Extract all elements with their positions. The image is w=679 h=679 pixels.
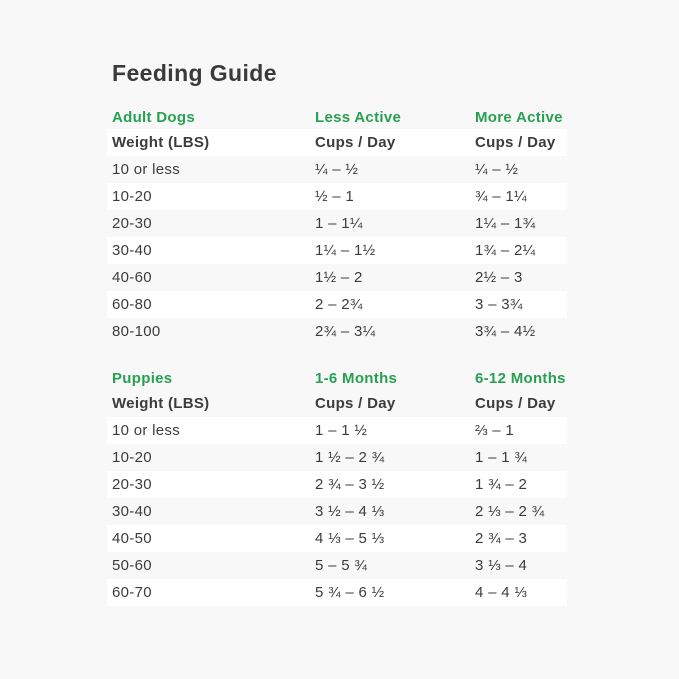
table-row: 10 or less 1 – 1 ½ ⅔ – 1 bbox=[107, 417, 567, 444]
less-active-cell: ¼ – ½ bbox=[315, 161, 359, 178]
weight-cell: 60-70 bbox=[112, 584, 152, 601]
feeding-guide-page: Feeding Guide Adult Dogs Less Active Mor… bbox=[107, 0, 567, 606]
adult-column-header-row: Weight (LBS) Cups / Day Cups / Day bbox=[107, 129, 567, 156]
adult-dogs-label: Adult Dogs bbox=[112, 109, 195, 126]
adult-section-header-row: Adult Dogs Less Active More Active bbox=[107, 106, 567, 129]
table-row: 60-70 5 ¾ – 6 ½ 4 – 4 ⅓ bbox=[107, 579, 567, 606]
weight-cell: 20-30 bbox=[112, 476, 152, 493]
weight-cell: 10-20 bbox=[112, 188, 152, 205]
months-6-12-cell: 2 ⅓ – 2 ¾ bbox=[475, 503, 545, 520]
table-row: 10-20 ½ – 1 ¾ – 1¼ bbox=[107, 183, 567, 210]
table-row: 60-80 2 – 2¾ 3 – 3¾ bbox=[107, 291, 567, 318]
months-6-12-cell: 3 ⅓ – 4 bbox=[475, 557, 528, 574]
months-6-12-cell: 1 – 1 ¾ bbox=[475, 449, 528, 466]
months-1-6-cell: 2 ¾ – 3 ½ bbox=[315, 476, 385, 493]
puppies-label: Puppies bbox=[112, 370, 173, 387]
weight-cell: 40-60 bbox=[112, 269, 152, 286]
months-6-12-cell: 2 ¾ – 3 bbox=[475, 530, 528, 547]
adult-dogs-table: Adult Dogs Less Active More Active Weigh… bbox=[107, 106, 567, 345]
less-active-label: Less Active bbox=[315, 109, 402, 126]
table-row: 30-40 3 ½ – 4 ⅓ 2 ⅓ – 2 ¾ bbox=[107, 498, 567, 525]
months-6-12-cell: 4 – 4 ⅓ bbox=[475, 584, 528, 601]
weight-cell: 80-100 bbox=[112, 323, 161, 340]
less-active-cell: 2¾ – 3¼ bbox=[315, 323, 376, 340]
weight-cell: 20-30 bbox=[112, 215, 152, 232]
less-active-cell: 1 – 1¼ bbox=[315, 215, 363, 232]
puppies-cups-header-1-6: Cups / Day bbox=[315, 395, 396, 412]
weight-cell: 30-40 bbox=[112, 503, 152, 520]
more-active-cell: ¾ – 1¼ bbox=[475, 188, 527, 205]
more-active-cell: 3 – 3¾ bbox=[475, 296, 523, 313]
more-active-label: More Active bbox=[475, 109, 563, 126]
table-row: 40-60 1½ – 2 2½ – 3 bbox=[107, 264, 567, 291]
months-1-6-cell: 3 ½ – 4 ⅓ bbox=[315, 503, 385, 520]
months-1-6-cell: 1 – 1 ½ bbox=[315, 422, 368, 439]
table-row: 30-40 1¼ – 1½ 1¾ – 2¼ bbox=[107, 237, 567, 264]
puppies-table: Puppies 1-6 Months 6-12 Months Weight (L… bbox=[107, 367, 567, 606]
weight-cell: 10 or less bbox=[112, 422, 181, 439]
puppies-column-header-row: Weight (LBS) Cups / Day Cups / Day bbox=[107, 390, 567, 417]
weight-cell: 30-40 bbox=[112, 242, 152, 259]
puppies-weight-header: Weight (LBS) bbox=[112, 395, 210, 412]
months-6-12-cell: ⅔ – 1 bbox=[475, 422, 515, 439]
table-row: 20-30 1 – 1¼ 1¼ – 1¾ bbox=[107, 210, 567, 237]
weight-cell: 60-80 bbox=[112, 296, 152, 313]
puppies-section-header-row: Puppies 1-6 Months 6-12 Months bbox=[107, 367, 567, 390]
more-active-cell: 3¾ – 4½ bbox=[475, 323, 536, 340]
less-active-cell: 2 – 2¾ bbox=[315, 296, 363, 313]
months-1-6-cell: 5 – 5 ¾ bbox=[315, 557, 368, 574]
page-title: Feeding Guide bbox=[112, 60, 277, 86]
adult-cups-header-less-active: Cups / Day bbox=[315, 134, 396, 151]
less-active-cell: 1½ – 2 bbox=[315, 269, 363, 286]
less-active-cell: ½ – 1 bbox=[315, 188, 355, 205]
more-active-cell: 1¾ – 2¼ bbox=[475, 242, 536, 259]
more-active-cell: ¼ – ½ bbox=[475, 161, 519, 178]
less-active-cell: 1¼ – 1½ bbox=[315, 242, 376, 259]
weight-cell: 50-60 bbox=[112, 557, 152, 574]
adult-weight-header: Weight (LBS) bbox=[112, 134, 210, 151]
table-row: 10 or less ¼ – ½ ¼ – ½ bbox=[107, 156, 567, 183]
months-1-6-cell: 4 ⅓ – 5 ⅓ bbox=[315, 530, 385, 547]
months-6-12-cell: 1 ¾ – 2 bbox=[475, 476, 528, 493]
more-active-cell: 1¼ – 1¾ bbox=[475, 215, 536, 232]
weight-cell: 10 or less bbox=[112, 161, 181, 178]
weight-cell: 10-20 bbox=[112, 449, 152, 466]
table-row: 10-20 1 ½ – 2 ¾ 1 – 1 ¾ bbox=[107, 444, 567, 471]
months-1-6-cell: 5 ¾ – 6 ½ bbox=[315, 584, 385, 601]
adult-cups-header-more-active: Cups / Day bbox=[475, 134, 556, 151]
weight-cell: 40-50 bbox=[112, 530, 152, 547]
months-1-6-cell: 1 ½ – 2 ¾ bbox=[315, 449, 385, 466]
puppies-cups-header-6-12: Cups / Day bbox=[475, 395, 556, 412]
table-row: 50-60 5 – 5 ¾ 3 ⅓ – 4 bbox=[107, 552, 567, 579]
months-6-12-label: 6-12 Months bbox=[475, 370, 566, 387]
table-row: 40-50 4 ⅓ – 5 ⅓ 2 ¾ – 3 bbox=[107, 525, 567, 552]
more-active-cell: 2½ – 3 bbox=[475, 269, 523, 286]
table-row: 80-100 2¾ – 3¼ 3¾ – 4½ bbox=[107, 318, 567, 345]
months-1-6-label: 1-6 Months bbox=[315, 370, 398, 387]
table-row: 20-30 2 ¾ – 3 ½ 1 ¾ – 2 bbox=[107, 471, 567, 498]
